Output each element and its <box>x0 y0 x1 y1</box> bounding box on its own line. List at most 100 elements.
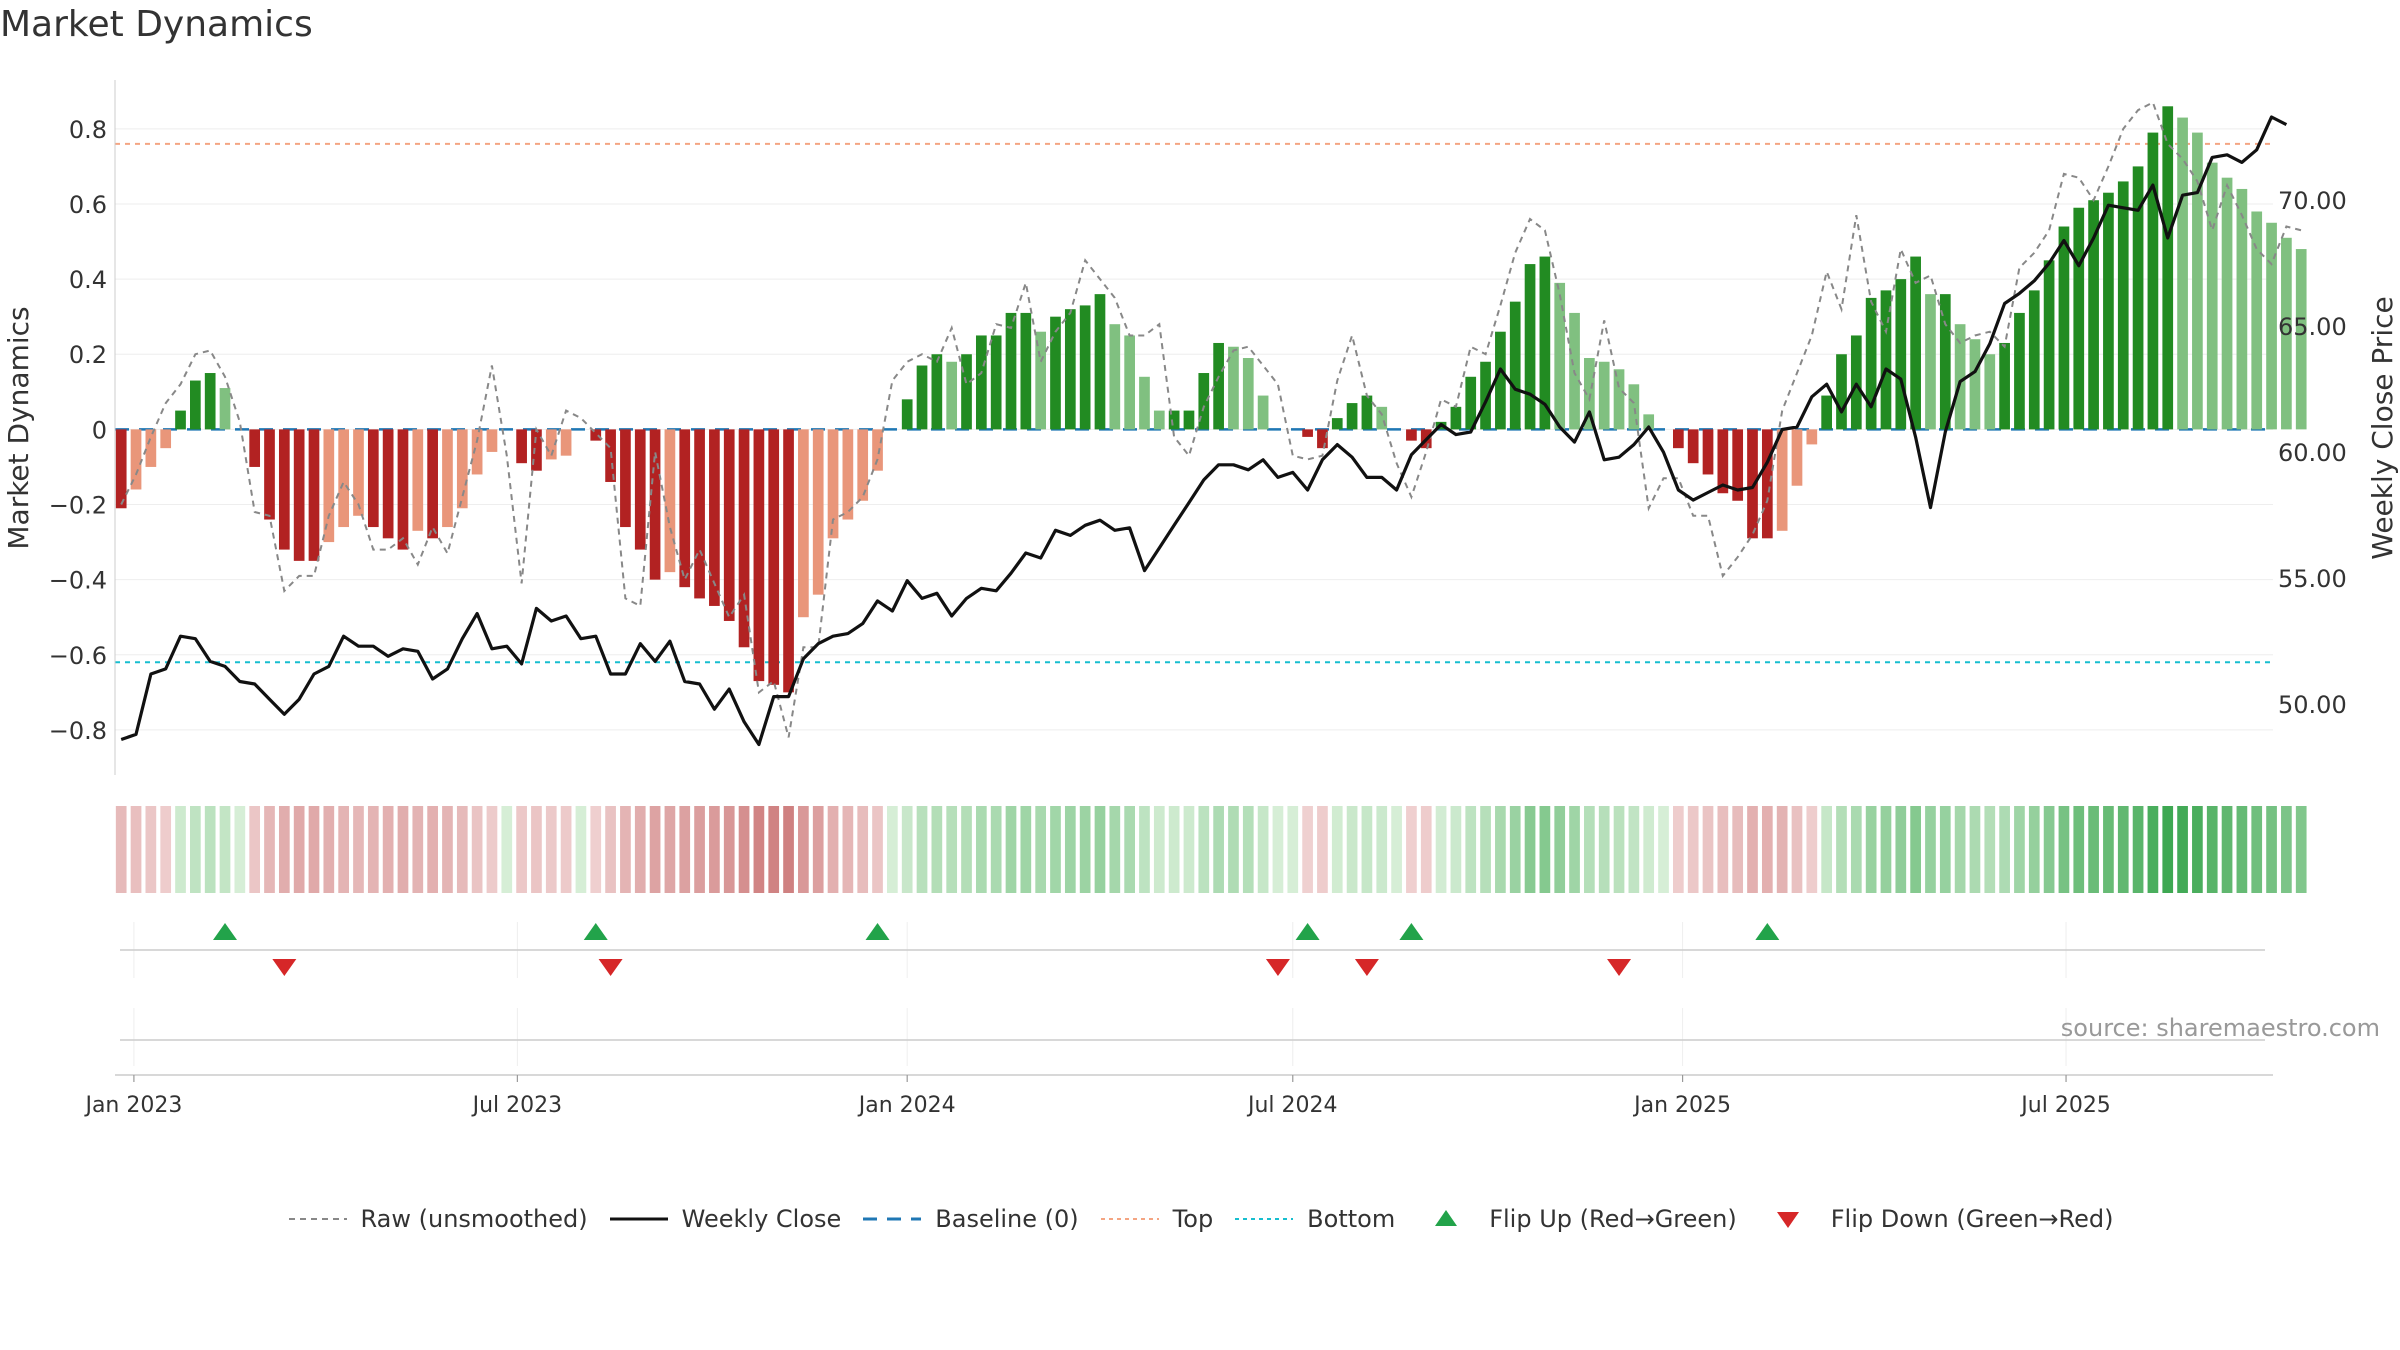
momentum-bar <box>145 429 157 467</box>
heat-cell <box>2147 806 2159 893</box>
momentum-bar <box>1702 429 1714 475</box>
momentum-bar <box>1643 414 1655 430</box>
momentum-bar <box>1969 339 1981 430</box>
red-down-triangle-icon <box>1757 1207 1819 1231</box>
momentum-bar <box>1153 410 1165 430</box>
heat-cell <box>382 806 394 893</box>
momentum-bar <box>916 365 928 430</box>
heat-cell <box>545 806 557 893</box>
momentum-bar <box>2073 207 2085 430</box>
heat-cell <box>1005 806 1017 893</box>
heat-cell <box>1331 806 1343 893</box>
momentum-bar <box>293 429 305 561</box>
heat-cell <box>2028 806 2040 893</box>
momentum-bar <box>709 429 720 606</box>
heat-cell <box>1658 806 1669 893</box>
heat-cell <box>1643 806 1655 893</box>
heat-cell <box>634 806 646 893</box>
heat-cell <box>1153 806 1165 893</box>
momentum-bar <box>1717 429 1729 494</box>
momentum-bar <box>1035 331 1047 430</box>
heat-cell <box>2251 806 2263 893</box>
heat-cell <box>2236 806 2248 893</box>
heat-cell <box>1673 806 1684 893</box>
momentum-bar <box>738 429 750 648</box>
momentum-bar <box>1732 429 1744 501</box>
heat-cell <box>783 806 794 893</box>
flip-up-marker <box>865 923 890 940</box>
heat-cell <box>2088 806 2099 893</box>
heat-cell <box>1717 806 1729 893</box>
momentum-bar <box>1331 418 1343 430</box>
heat-cell <box>961 806 972 893</box>
momentum-bar <box>1939 294 1951 430</box>
momentum-bar <box>842 429 854 520</box>
heat-cell <box>1539 806 1551 893</box>
momentum-bar <box>2117 181 2129 430</box>
momentum-bar <box>1050 316 1061 430</box>
heat-cell <box>115 806 127 893</box>
momentum-bar <box>664 429 676 573</box>
source-note: source: sharemaestro.com <box>2060 1014 2380 1042</box>
heat-cell <box>2058 806 2070 893</box>
momentum-bar <box>219 388 231 430</box>
momentum-bar <box>679 429 691 588</box>
legend-label-flip-up: Flip Up (Red→Green) <box>1489 1205 1737 1233</box>
momentum-bar <box>753 429 765 682</box>
momentum-bar <box>2014 312 2025 430</box>
flip-up-marker <box>213 923 238 940</box>
heat-cell <box>857 806 869 893</box>
heat-cell <box>753 806 765 893</box>
heat-cell <box>2192 806 2203 893</box>
legend-label-raw: Raw (unsmoothed) <box>360 1205 588 1233</box>
momentum-bar <box>2058 226 2070 430</box>
heat-cell <box>471 806 483 893</box>
momentum-bar <box>278 429 290 550</box>
line-series <box>120 101 2302 747</box>
heat-cell <box>1910 806 1921 893</box>
momentum-bar <box>1509 301 1521 430</box>
heat-cell <box>323 806 335 893</box>
heat-cell <box>1806 806 1818 893</box>
momentum-bar <box>1791 429 1803 486</box>
momentum-bar <box>798 429 809 618</box>
heat-cell <box>1613 806 1625 893</box>
momentum-bar <box>1554 282 1566 430</box>
heat-cell <box>768 806 780 893</box>
y-tick-label: −0.8 <box>49 717 107 745</box>
momentum-bar <box>1376 406 1388 430</box>
momentum-bar <box>2295 249 2307 430</box>
heat-cell <box>1420 806 1432 893</box>
heat-cell <box>901 806 913 893</box>
heat-cell <box>812 806 824 893</box>
heat-cell <box>2266 806 2277 893</box>
flip-down-marker <box>1354 959 1379 976</box>
heat-cell <box>2117 806 2129 893</box>
heat-cell <box>2177 806 2188 893</box>
heat-cell <box>1584 806 1595 893</box>
heat-cell <box>1109 806 1121 893</box>
y-tick-label: −0.2 <box>49 492 107 520</box>
momentum-bar <box>901 399 913 430</box>
heat-cell <box>1168 806 1180 893</box>
momentum-bar <box>961 354 972 430</box>
heat-cell <box>649 806 661 893</box>
momentum-bar <box>382 429 394 539</box>
momentum-bar <box>1168 410 1180 430</box>
momentum-bar <box>1628 384 1640 430</box>
momentum-bar <box>946 361 958 430</box>
heat-cell <box>1865 806 1877 893</box>
momentum-bar <box>545 429 557 460</box>
momentum-bar <box>412 429 424 531</box>
heat-cell <box>1287 806 1299 893</box>
heat-cell <box>1895 806 1907 893</box>
heat-cell <box>1435 806 1447 893</box>
heat-cell <box>130 806 142 893</box>
heat-cell <box>1524 806 1536 893</box>
y-tick-label: 0 <box>92 416 107 444</box>
momentum-bar <box>2221 177 2233 430</box>
heat-cell <box>1361 806 1373 893</box>
momentum-bar <box>115 429 127 509</box>
momentum-bar <box>1895 279 1907 430</box>
solid-black-line-icon <box>608 1207 670 1231</box>
